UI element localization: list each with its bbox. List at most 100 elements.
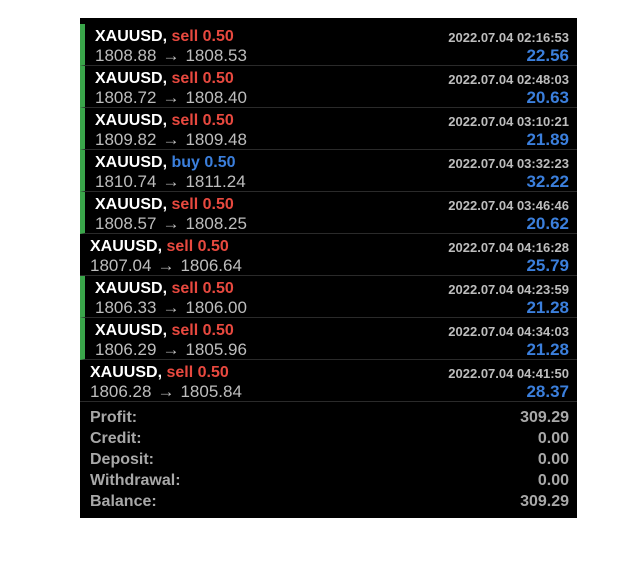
trade-time: 2022.07.04 04:16:28: [448, 240, 569, 255]
trade-symbol-line: XAUUSD, sell 0.50: [95, 322, 234, 340]
trade-row[interactable]: XAUUSD, sell 0.50 1806.33 → 1806.00 2022.07.…: [80, 276, 577, 318]
trade-profit: 20.62: [526, 214, 569, 233]
trade-prices: 1806.29 → 1805.96: [95, 340, 247, 360]
trade-symbol-line: XAUUSD, sell 0.50: [90, 238, 229, 256]
close-price: 1806.64: [180, 256, 242, 275]
open-price: 1806.33: [95, 298, 157, 317]
arrow-right-icon: →: [157, 382, 175, 401]
arrow-right-icon: →: [162, 298, 180, 317]
close-price: 1808.25: [185, 214, 247, 233]
close-price: 1805.96: [185, 340, 247, 359]
trade-profit: 21.28: [526, 340, 569, 359]
account-summary: Profit: 309.29 Credit: 0.00 Deposit: 0.0…: [80, 408, 577, 513]
trade-list: XAUUSD, sell 0.50 1808.88 → 1808.53 2022.07.…: [80, 24, 577, 402]
trade-row[interactable]: XAUUSD, buy 0.50 1810.74 → 1811.24 2022.07.0…: [80, 150, 577, 192]
trade-prices: 1807.04 → 1806.64: [90, 256, 242, 276]
open-price: 1809.82: [95, 130, 157, 149]
trade-side: sell 0.50: [171, 28, 234, 45]
trade-profit: 21.28: [526, 298, 569, 317]
trade-time: 2022.07.04 02:48:03: [448, 72, 569, 87]
arrow-right-icon: →: [162, 172, 180, 191]
trade-symbol-line: XAUUSD, sell 0.50: [95, 112, 234, 130]
close-price: 1808.53: [185, 46, 247, 65]
trade-side: sell 0.50: [171, 280, 234, 297]
close-price: 1808.40: [185, 88, 247, 107]
trade-side: buy 0.50: [171, 154, 236, 171]
trade-row[interactable]: XAUUSD, sell 0.50 1809.82 → 1809.48 2022.07.…: [80, 108, 577, 150]
open-price: 1808.72: [95, 88, 157, 107]
balance-label: Balance:: [90, 493, 157, 510]
trade-symbol: XAUUSD,: [90, 238, 163, 255]
arrow-right-icon: →: [162, 214, 180, 233]
trade-prices: 1809.82 → 1809.48: [95, 130, 247, 150]
summary-row-deposit: Deposit: 0.00: [80, 450, 577, 471]
trade-prices: 1808.88 → 1808.53: [95, 46, 247, 66]
trade-row[interactable]: XAUUSD, sell 0.50 1808.72 → 1808.40 2022.07.…: [80, 66, 577, 108]
withdrawal-label: Withdrawal:: [90, 472, 181, 489]
trade-side: sell 0.50: [171, 196, 234, 213]
trade-profit: 32.22: [526, 172, 569, 191]
trade-side: sell 0.50: [171, 70, 234, 87]
arrow-right-icon: →: [162, 88, 180, 107]
trade-symbol: XAUUSD,: [90, 364, 163, 381]
trade-profit: 28.37: [526, 382, 569, 401]
trade-symbol-line: XAUUSD, sell 0.50: [95, 196, 234, 214]
trade-side: sell 0.50: [171, 112, 234, 129]
trade-time: 2022.07.04 03:10:21: [448, 114, 569, 129]
trade-row[interactable]: XAUUSD, sell 0.50 1806.29 → 1805.96 2022.07.…: [80, 318, 577, 360]
summary-row-withdrawal: Withdrawal: 0.00: [80, 471, 577, 492]
trade-side: sell 0.50: [171, 322, 234, 339]
trade-row[interactable]: XAUUSD, sell 0.50 1807.04 → 1806.64 2022.07.…: [80, 234, 577, 276]
credit-label: Credit:: [90, 430, 142, 447]
summary-row-credit: Credit: 0.00: [80, 429, 577, 450]
close-price: 1811.24: [185, 172, 246, 191]
close-price: 1809.48: [185, 130, 247, 149]
trade-time: 2022.07.04 03:46:46: [448, 198, 569, 213]
trade-history-panel: XAUUSD, sell 0.50 1808.88 → 1808.53 2022.07.…: [80, 18, 577, 518]
trade-symbol: XAUUSD,: [95, 28, 168, 45]
trade-time: 2022.07.04 04:34:03: [448, 324, 569, 339]
arrow-right-icon: →: [157, 256, 175, 275]
trade-symbol-line: XAUUSD, sell 0.50: [95, 28, 234, 46]
trade-symbol-line: XAUUSD, sell 0.50: [95, 70, 234, 88]
trade-profit: 20.63: [526, 88, 569, 107]
trade-profit: 25.79: [526, 256, 569, 275]
trade-row[interactable]: XAUUSD, sell 0.50 1806.28 → 1805.84 2022.07.…: [80, 360, 577, 402]
trade-prices: 1808.57 → 1808.25: [95, 214, 247, 234]
profit-value: 309.29: [520, 409, 569, 426]
trade-symbol-line: XAUUSD, buy 0.50: [95, 154, 236, 172]
trade-prices: 1806.33 → 1806.00: [95, 298, 247, 318]
profit-label: Profit:: [90, 409, 138, 426]
open-price: 1807.04: [90, 256, 152, 275]
trade-side: sell 0.50: [166, 238, 229, 255]
trade-profit: 21.89: [526, 130, 569, 149]
trade-prices: 1808.72 → 1808.40: [95, 88, 247, 108]
balance-value: 309.29: [520, 493, 569, 510]
arrow-right-icon: →: [162, 340, 180, 359]
trade-side: sell 0.50: [166, 364, 229, 381]
trade-symbol-line: XAUUSD, sell 0.50: [90, 364, 229, 382]
withdrawal-value: 0.00: [537, 472, 569, 489]
trade-symbol: XAUUSD,: [95, 196, 168, 213]
trade-symbol: XAUUSD,: [95, 70, 168, 87]
trade-time: 2022.07.04 04:23:59: [448, 282, 569, 297]
trade-row[interactable]: XAUUSD, sell 0.50 1808.57 → 1808.25 2022.07.…: [80, 192, 577, 234]
open-price: 1810.74: [95, 172, 157, 191]
deposit-label: Deposit:: [90, 451, 154, 468]
trade-profit: 22.56: [526, 46, 569, 65]
trade-symbol: XAUUSD,: [95, 322, 168, 339]
trade-symbol: XAUUSD,: [95, 280, 168, 297]
arrow-right-icon: →: [162, 46, 180, 65]
close-price: 1805.84: [180, 382, 242, 401]
trade-prices: 1806.28 → 1805.84: [90, 382, 242, 402]
summary-row-profit: Profit: 309.29: [80, 408, 577, 429]
trade-time: 2022.07.04 02:16:53: [448, 30, 569, 45]
trade-prices: 1810.74 → 1811.24: [95, 172, 246, 192]
trade-time: 2022.07.04 04:41:50: [448, 366, 569, 381]
open-price: 1806.28: [90, 382, 152, 401]
trade-row[interactable]: XAUUSD, sell 0.50 1808.88 → 1808.53 2022.07.…: [80, 24, 577, 66]
trade-symbol: XAUUSD,: [95, 154, 168, 171]
trade-symbol-line: XAUUSD, sell 0.50: [95, 280, 234, 298]
trade-time: 2022.07.04 03:32:23: [448, 156, 569, 171]
open-price: 1808.57: [95, 214, 157, 233]
